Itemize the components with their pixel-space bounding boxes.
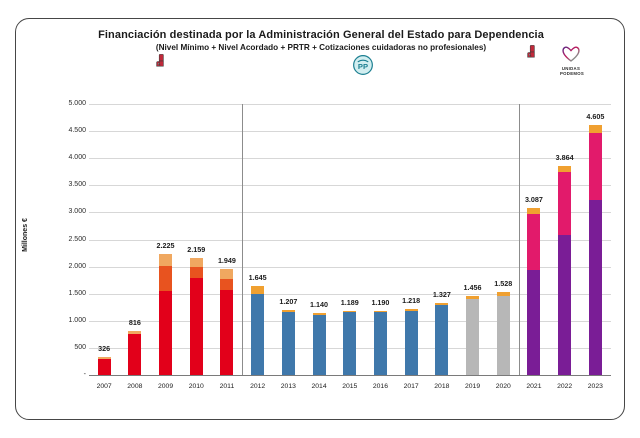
svg-text:PP: PP <box>358 62 368 71</box>
